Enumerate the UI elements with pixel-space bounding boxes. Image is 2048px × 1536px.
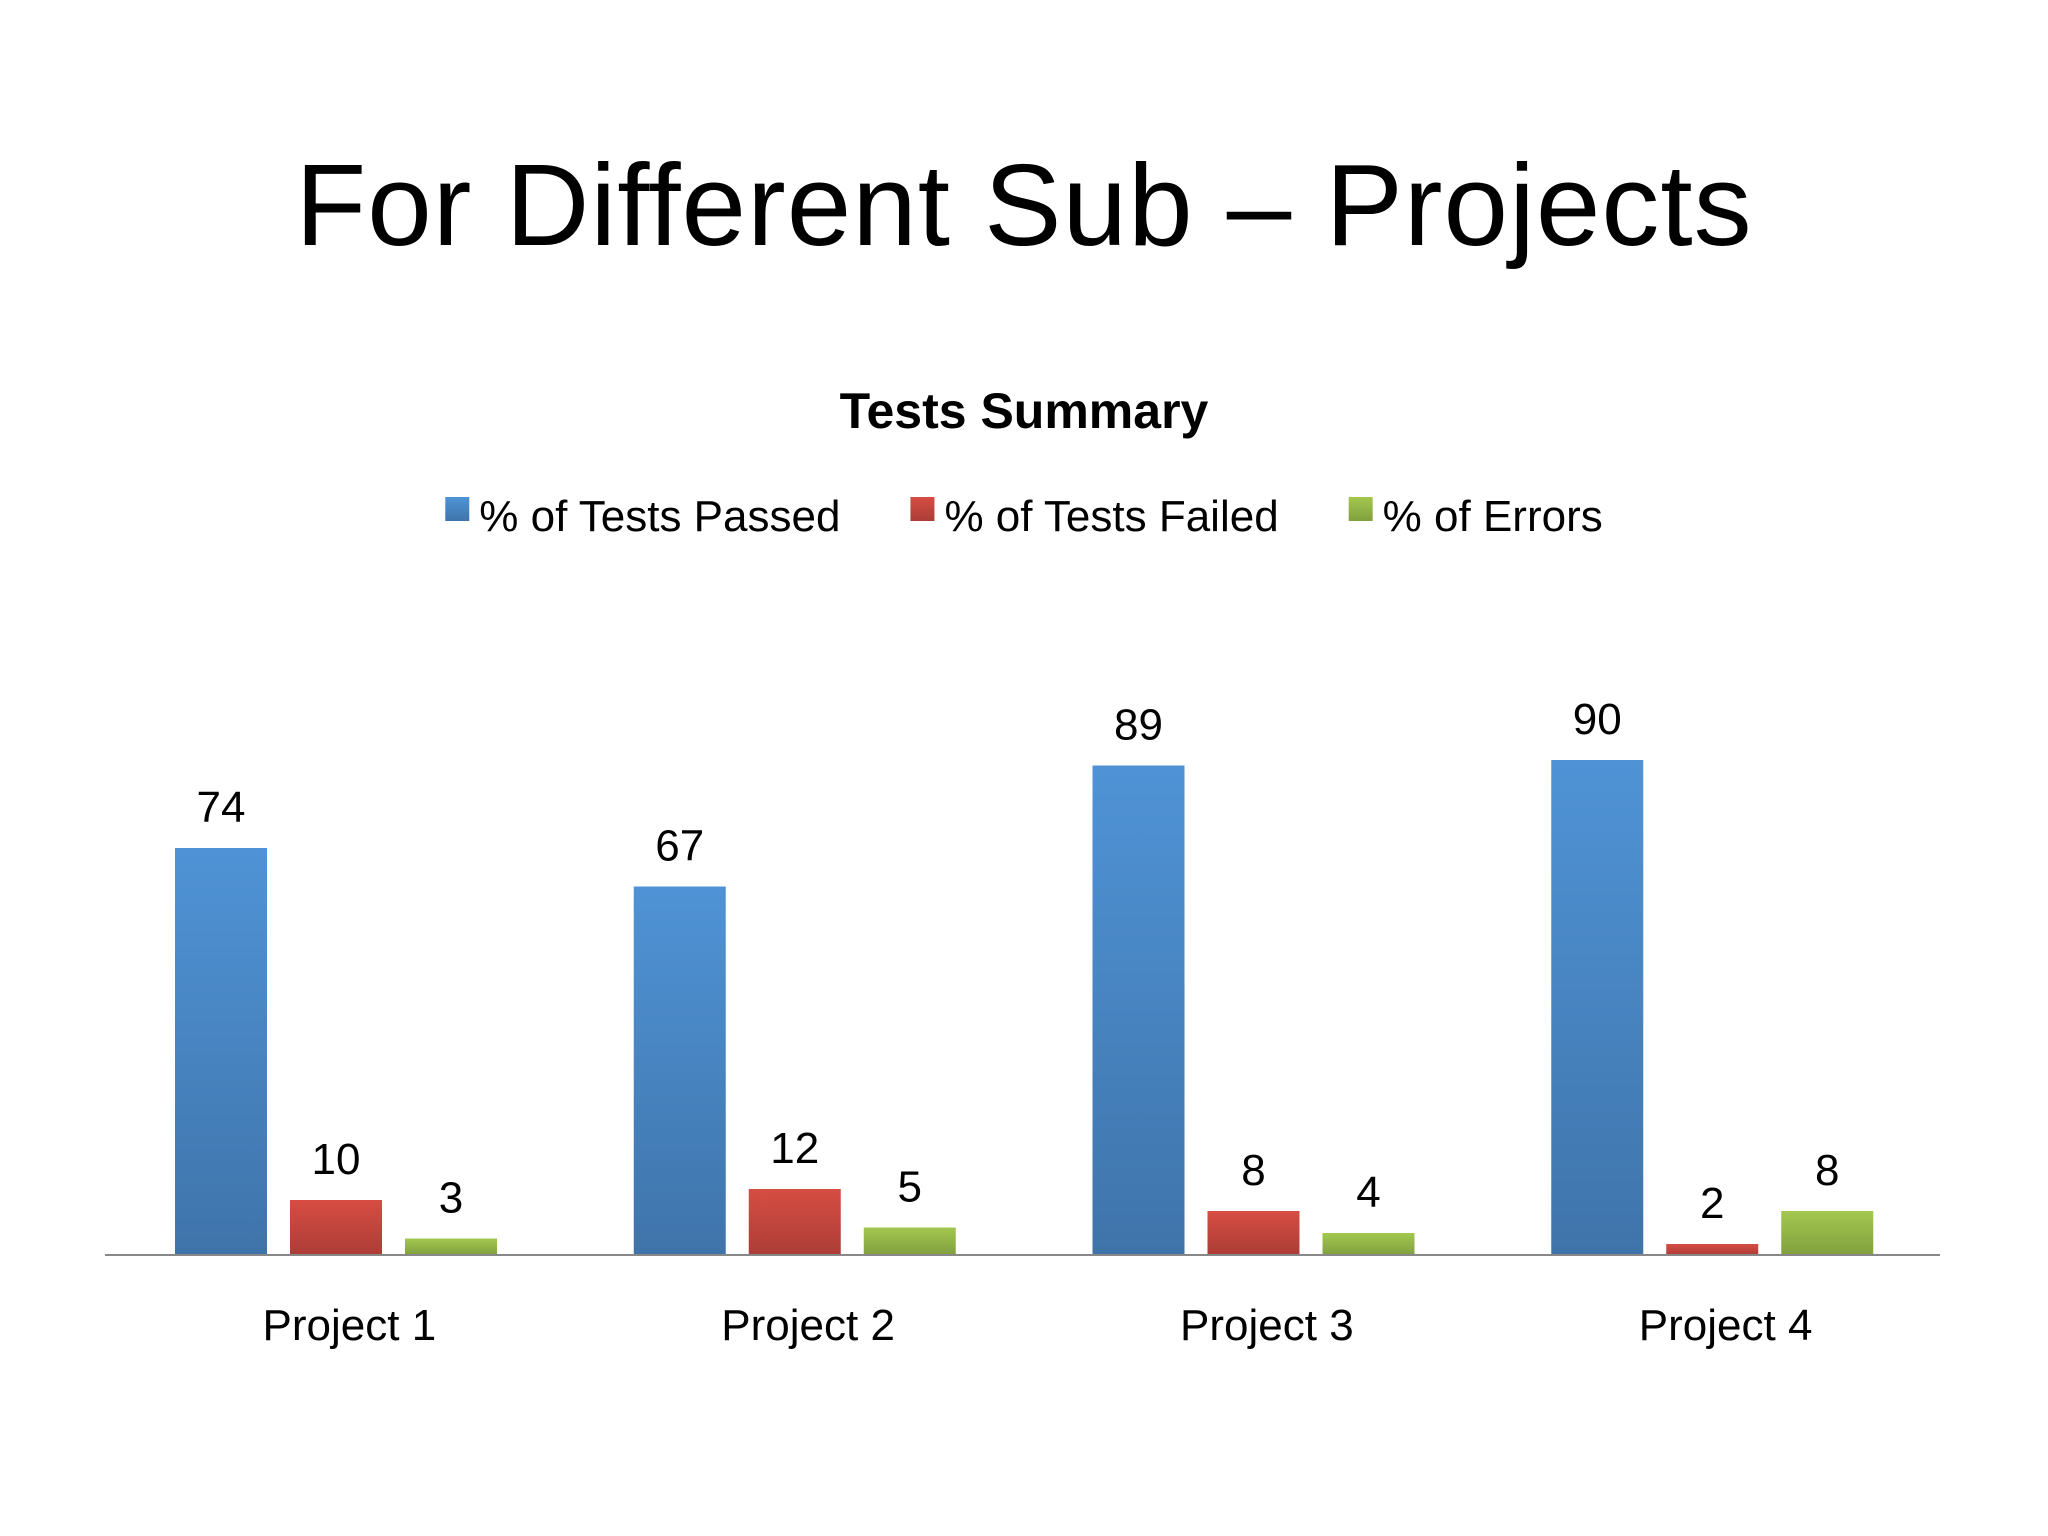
x-tick-label: Project 4 [1639,1301,1813,1350]
x-tick-label: Project 3 [1180,1301,1354,1350]
legend-item: % of Errors [1348,492,1603,541]
bar-failed-1 [290,1200,382,1255]
data-label: 90 [1573,695,1622,744]
legend-item: % of Tests Failed [910,492,1279,541]
bar-errors-1 [405,1238,497,1255]
x-tick-label: Project 2 [721,1301,895,1350]
bar-errors-2 [863,1227,956,1255]
legend-swatch [1348,497,1373,521]
data-label: 12 [770,1124,819,1173]
legend-label: % of Errors [1383,492,1603,541]
bar-passed-4 [1551,760,1644,1255]
legend-swatch [910,497,935,521]
data-label: 4 [1356,1168,1380,1217]
data-label: 5 [898,1163,922,1212]
data-label: 8 [1815,1146,1839,1195]
bar-errors-4 [1781,1211,1874,1255]
data-label: 8 [1241,1146,1265,1195]
legend-label: % of Tests Passed [479,492,840,541]
bar-failed-2 [748,1189,841,1255]
data-label: 89 [1114,701,1163,750]
data-label: 10 [312,1135,361,1184]
chart-title: Tests Summary [840,383,1209,439]
chart-bars [175,760,1874,1255]
data-label: 3 [439,1174,463,1223]
bar-passed-2 [633,886,726,1255]
x-tick-label: Project 1 [263,1301,437,1350]
chart-legend: % of Tests Passed % of Tests Failed % of E… [445,492,1603,541]
bar-passed-1 [175,848,267,1255]
legend-swatch [445,497,470,521]
bar-failed-3 [1207,1211,1300,1255]
data-label: 67 [655,822,704,871]
slide-title: For Different Sub – Projects [295,140,1753,270]
x-axis-tick-labels: Project 1 Project 2 Project 3 Project 4 [263,1301,1813,1350]
data-label: 2 [1700,1179,1724,1228]
bar-failed-4 [1666,1244,1759,1255]
chart-data-labels: 74 10 3 67 12 5 89 8 4 90 2 8 [197,695,1840,1228]
bar-errors-3 [1322,1233,1415,1255]
data-label: 74 [197,783,246,832]
legend-label: % of Tests Failed [944,492,1278,541]
bar-passed-3 [1092,765,1185,1255]
legend-item: % of Tests Passed [445,492,840,541]
